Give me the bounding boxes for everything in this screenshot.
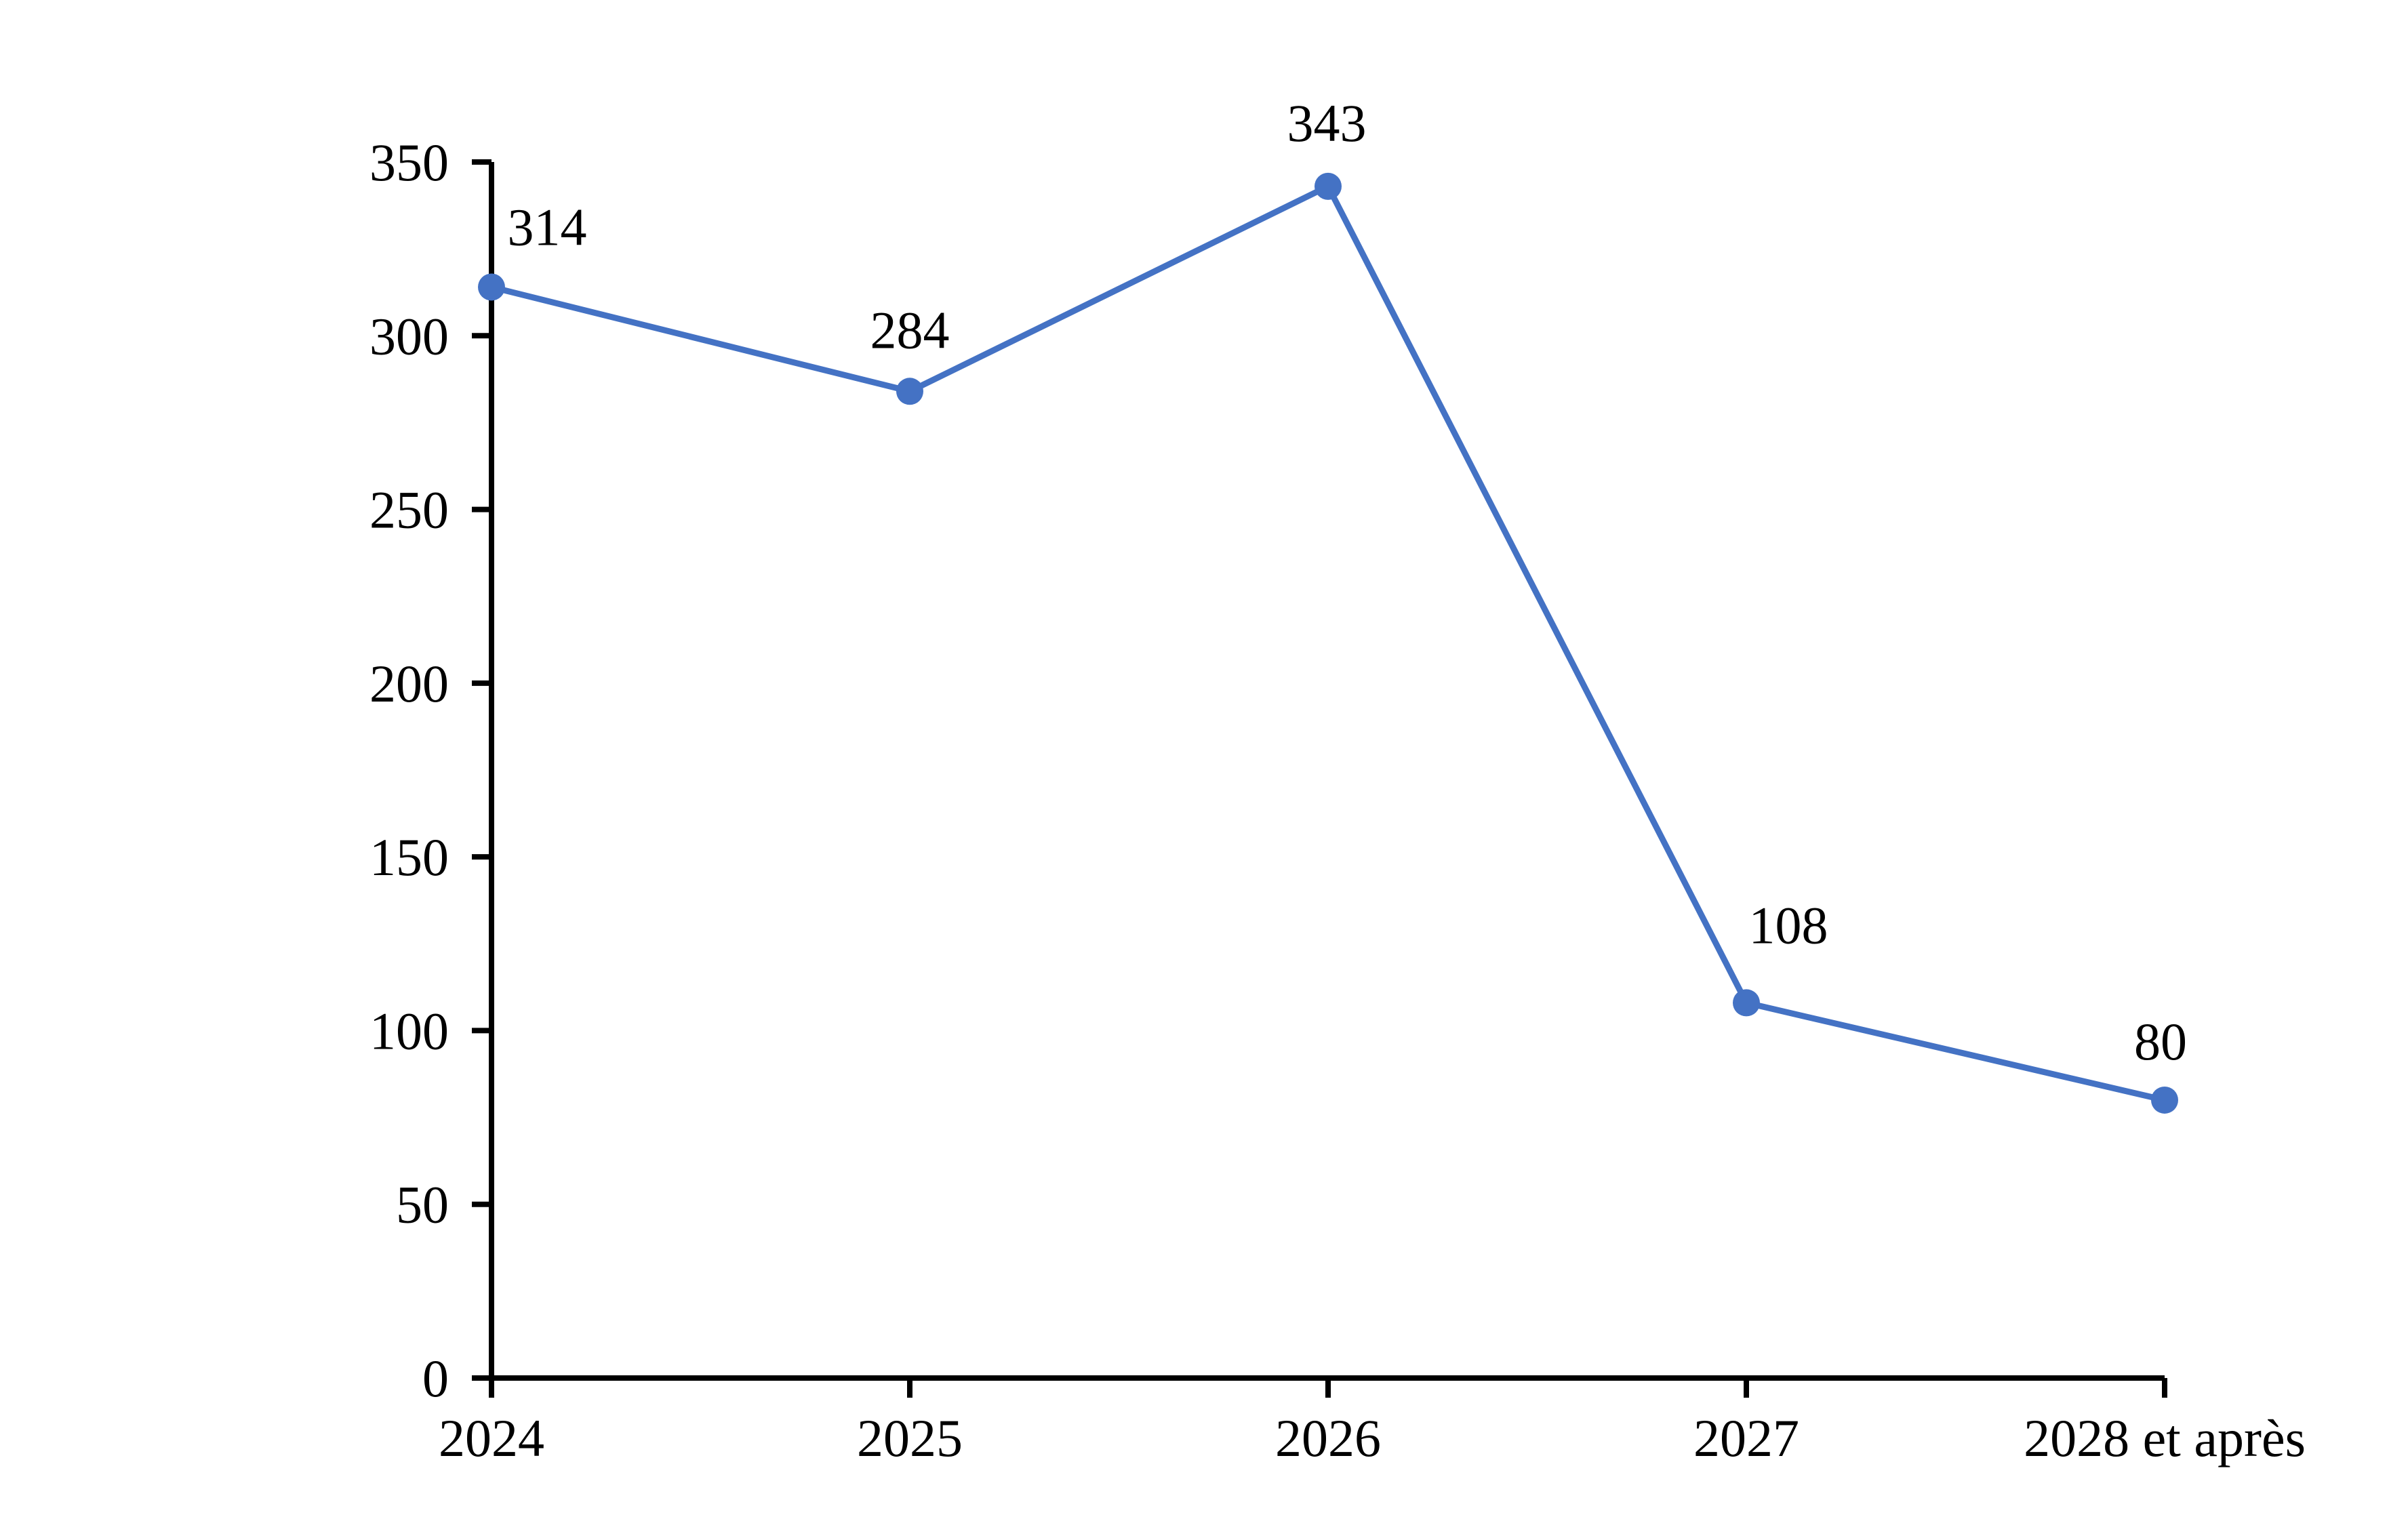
data-point-label: 343	[1287, 94, 1367, 153]
y-tick-label: 50	[396, 1175, 449, 1234]
x-tick-label: 2026	[1275, 1409, 1381, 1468]
data-point-label: 108	[1749, 895, 1828, 954]
y-tick-label: 150	[369, 828, 449, 887]
y-tick-label: 200	[369, 654, 449, 713]
y-tick-label: 300	[369, 306, 449, 365]
data-point-label: 284	[870, 300, 950, 359]
data-point-marker	[478, 273, 505, 301]
y-tick-label: 100	[369, 1001, 449, 1060]
data-point-label: 80	[2134, 1012, 2187, 1071]
y-tick-label: 0	[422, 1349, 449, 1408]
x-tick-label: 2025	[857, 1409, 963, 1468]
y-tick-label: 250	[369, 481, 449, 540]
x-tick-label: 2024	[439, 1409, 544, 1468]
data-point-label: 314	[508, 198, 587, 257]
x-tick-label: 2028 et après	[2024, 1409, 2306, 1468]
x-tick-label: 2027	[1693, 1409, 1799, 1468]
data-point-marker	[2151, 1086, 2178, 1114]
data-point-marker	[1733, 989, 1760, 1017]
y-tick-label: 350	[369, 133, 449, 192]
data-point-marker	[896, 378, 923, 405]
data-point-marker	[1315, 172, 1342, 200]
